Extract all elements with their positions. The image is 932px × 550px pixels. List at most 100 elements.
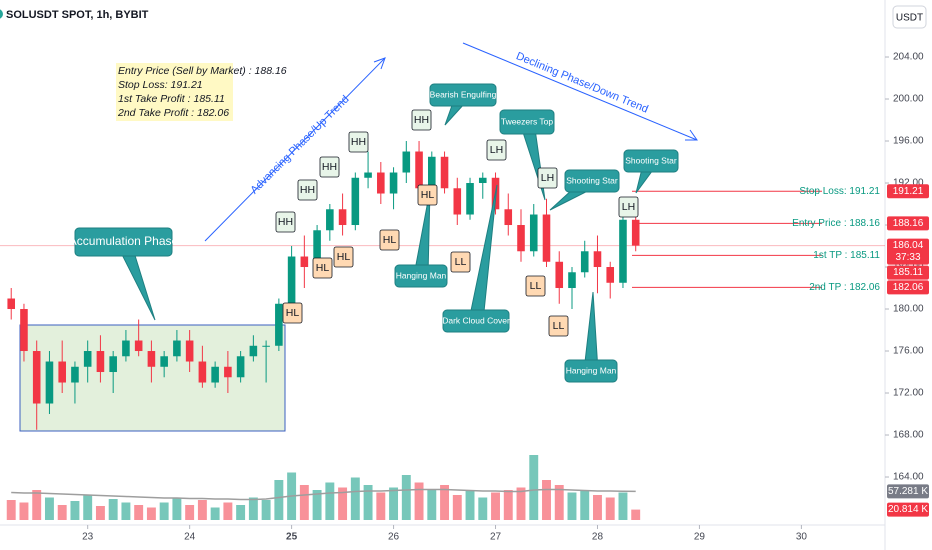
- candle-body: [160, 356, 168, 367]
- volume-bar: [529, 455, 539, 520]
- callout-box: [623, 149, 679, 173]
- candle-body: [389, 172, 398, 194]
- candle-body: [568, 272, 576, 289]
- swing-label: LL: [455, 256, 467, 268]
- callout-box: [429, 83, 497, 107]
- volume-bar: [376, 492, 386, 520]
- swing-label-box: [618, 196, 639, 218]
- arrow-head: [685, 129, 698, 141]
- x-tick-label: 25: [286, 532, 298, 543]
- volume-bar: [70, 501, 80, 520]
- candle-body: [262, 345, 270, 347]
- volume-bar: [452, 495, 462, 520]
- note-line: 1st Take Profit : 185.11: [118, 93, 225, 105]
- volume-bar: [19, 502, 29, 520]
- volume-ma-tag-bg: [887, 484, 929, 499]
- volume-bar: [146, 507, 156, 520]
- swing-label-box: [537, 167, 558, 189]
- volume-bar: [389, 487, 399, 520]
- callout-box: [564, 359, 618, 383]
- level-tag-bg: [887, 280, 929, 295]
- candle-body: [96, 351, 105, 373]
- callout-box: [564, 169, 620, 193]
- volume-bar: [57, 505, 67, 520]
- callout-box: [442, 309, 510, 333]
- candle-body: [555, 261, 564, 289]
- status-dot: [0, 9, 3, 19]
- candle-body: [619, 219, 627, 283]
- candle-body: [211, 366, 219, 383]
- candle-body: [593, 251, 602, 268]
- candle-body: [377, 172, 385, 194]
- currency-button[interactable]: [892, 5, 927, 29]
- callout-box: [499, 109, 555, 135]
- level-tag-bg: [887, 265, 929, 280]
- volume-bar: [478, 497, 488, 520]
- swing-label-box: [525, 275, 546, 297]
- candle-body: [326, 209, 334, 231]
- level-label: Entry Price : 188.16: [792, 218, 880, 229]
- x-tick-label: 24: [184, 532, 196, 543]
- countdown: 37:33: [895, 252, 920, 263]
- swing-label-box: [297, 179, 318, 201]
- currency-label[interactable]: USDT: [896, 13, 923, 24]
- volume-bar: [338, 487, 348, 520]
- y-tick-label: 204.00: [893, 52, 924, 63]
- candle-body: [58, 361, 66, 383]
- current-price-tag: 186.04: [893, 240, 924, 251]
- x-tick-label: 29: [694, 532, 706, 543]
- swing-label-box: [275, 211, 296, 233]
- candle-body: [122, 340, 130, 357]
- y-tick-label: 164.00: [893, 472, 924, 483]
- y-tick-label: 200.00: [893, 94, 924, 105]
- candle-body: [606, 267, 615, 283]
- volume-bar: [299, 485, 309, 520]
- swing-label-box: [333, 246, 354, 268]
- swing-label: HH: [351, 136, 366, 148]
- candle-body: [300, 256, 309, 268]
- volume-bar: [491, 492, 500, 520]
- volume-ma-line: [11, 488, 636, 501]
- candle-body: [147, 351, 156, 367]
- volume-bar: [197, 500, 207, 520]
- candle-body: [466, 183, 474, 215]
- candle-body: [504, 209, 513, 226]
- candle-body: [428, 156, 436, 189]
- volume-bar: [503, 490, 513, 520]
- volume-bar: [401, 475, 411, 520]
- swing-label: HH: [414, 114, 429, 126]
- swing-label: LH: [622, 201, 635, 213]
- candle-body: [275, 303, 283, 346]
- swing-label: HH: [322, 161, 337, 173]
- candle-body: [440, 156, 449, 189]
- volume-bar: [580, 490, 590, 520]
- swing-label: HL: [286, 307, 300, 319]
- candle-body: [71, 366, 79, 383]
- callout-box: [74, 227, 173, 257]
- swing-label: HL: [421, 189, 435, 201]
- volume-ma-tag: 57.281 K: [888, 486, 928, 497]
- swing-label-box: [417, 184, 438, 206]
- x-tick-label: 28: [592, 532, 604, 543]
- level-tag: 191.21: [893, 186, 924, 197]
- volume-bar: [134, 505, 144, 520]
- volume-bar: [261, 500, 271, 520]
- candle-body: [173, 340, 181, 357]
- swing-label: LH: [490, 144, 503, 156]
- candle-body: [542, 214, 551, 262]
- x-tick-label: 30: [796, 532, 808, 543]
- volume-bar: [567, 492, 577, 520]
- swing-label: HL: [337, 251, 351, 263]
- candle-body: [134, 340, 143, 352]
- trend-arrow: [204, 57, 386, 242]
- volume-bar: [618, 492, 628, 520]
- candle-body: [478, 177, 487, 184]
- volume-bar: [554, 485, 564, 520]
- volume-bar: [108, 499, 118, 520]
- volume-bar: [440, 485, 449, 520]
- volume-bar: [185, 505, 195, 520]
- candle-body: [453, 188, 462, 215]
- candle-body: [249, 345, 258, 357]
- swing-label-box: [548, 315, 569, 337]
